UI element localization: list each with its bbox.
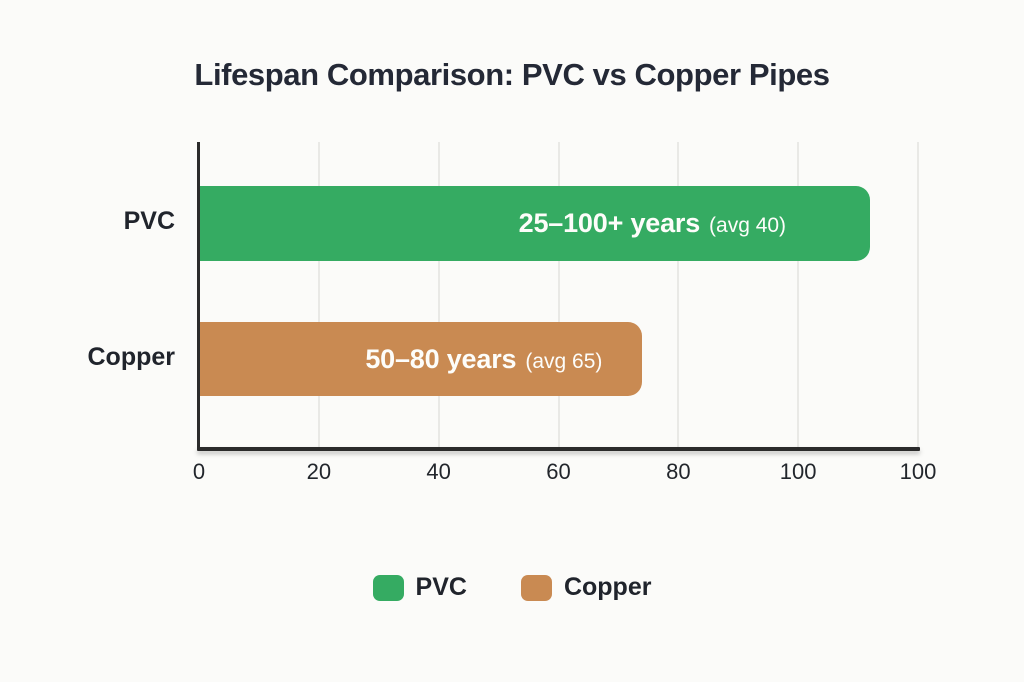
gridline bbox=[437, 142, 440, 447]
legend-swatch-pvc bbox=[372, 574, 404, 601]
x-axis-tick-labels: 0 20 40 60 80 100 100 bbox=[193, 459, 936, 489]
x-tick-label: 100 bbox=[899, 459, 937, 484]
bar-copper-avg-label: (avg 65) bbox=[525, 349, 603, 373]
gridline bbox=[557, 142, 560, 447]
legend-label-pvc: PVC bbox=[415, 573, 467, 601]
x-tick-label: 100 bbox=[779, 459, 817, 484]
legend-item-pvc: PVC bbox=[372, 573, 467, 602]
bar-pvc-range-label: 25–100+ years bbox=[518, 208, 701, 238]
bar-pvc-avg-label: (avg 40) bbox=[709, 214, 787, 237]
x-tick-label: 60 bbox=[546, 459, 571, 484]
plot-area: 25–100+ years (avg 40) 50–80 years (avg 65… bbox=[197, 142, 920, 451]
bar-pvc-text: 25–100+ years (avg 40) bbox=[519, 208, 786, 239]
legend-swatch-copper bbox=[520, 574, 552, 601]
bar-copper-text: 50–80 years (avg 65) bbox=[365, 344, 602, 375]
gridline bbox=[677, 142, 680, 447]
y-axis-line bbox=[197, 142, 200, 450]
gridline bbox=[917, 142, 919, 447]
gridline bbox=[317, 142, 320, 447]
legend-label-copper: Copper bbox=[563, 573, 652, 601]
x-tick-label: 80 bbox=[666, 459, 691, 484]
chart-title: Lifespan Comparison: PVC vs Copper Pipes bbox=[194, 57, 830, 92]
category-label-copper: Copper bbox=[87, 343, 176, 371]
x-tick-label: 40 bbox=[426, 459, 451, 484]
bar-copper-range-label: 50–80 years bbox=[365, 343, 517, 374]
bar-copper: 50–80 years (avg 65) bbox=[199, 322, 643, 396]
x-tick-label: 20 bbox=[306, 459, 332, 484]
category-label-pvc: PVC bbox=[123, 207, 175, 235]
legend: PVC Copper bbox=[0, 573, 1024, 602]
bar-pvc: 25–100+ years (avg 40) bbox=[199, 186, 871, 261]
x-tick-label: 0 bbox=[192, 459, 206, 484]
gridline bbox=[797, 142, 800, 447]
x-axis-line bbox=[197, 447, 920, 451]
legend-item-copper: Copper bbox=[520, 573, 652, 602]
